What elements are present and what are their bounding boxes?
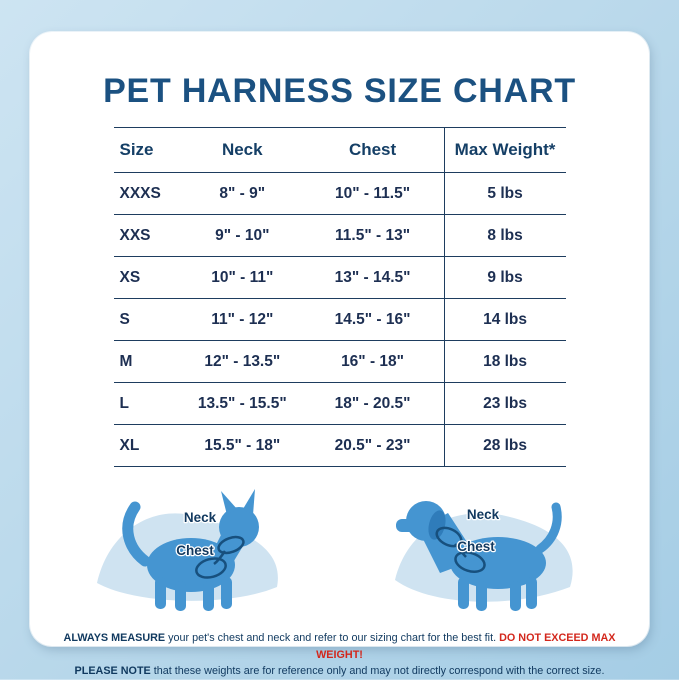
chest-cell: 13" - 14.5" bbox=[334, 268, 411, 286]
neck-cell: 11" - 12" bbox=[211, 310, 274, 328]
neck-cell: 8" - 9" bbox=[219, 184, 266, 202]
cat-neck-label: Neck bbox=[184, 510, 217, 525]
dog-harness-icon bbox=[435, 526, 486, 573]
chest-cell: 11.5" - 13" bbox=[335, 226, 411, 244]
header-chest: Chest bbox=[348, 140, 397, 159]
size-cell: XS bbox=[119, 268, 141, 286]
footnote-body-2: that these weights are for reference onl… bbox=[150, 665, 605, 678]
table-row: XXS 9" - 10" 11.5" - 13" 8 lbs bbox=[113, 214, 566, 257]
header-max-weight: Max Weight* bbox=[443, 127, 566, 173]
table-row: XL 15.5" - 18" 20.5" - 23" 28 lbs bbox=[113, 424, 566, 467]
table-row: S 11" - 12" 14.5" - 16" 14 lbs bbox=[113, 298, 566, 341]
size-chart-card: PET HARNESS SIZE CHART Size Neck Chest M… bbox=[30, 32, 649, 677]
table-row: M 12" - 13.5" 16" - 18" 18 lbs bbox=[113, 340, 566, 383]
cat-silhouette-icon: Neck Chest bbox=[97, 489, 278, 611]
footnote-lead-2: PLEASE NOTE bbox=[74, 665, 151, 678]
size-cell: XL bbox=[119, 436, 140, 454]
page-title: PET HARNESS SIZE CHART bbox=[103, 72, 576, 110]
chest-cell: 16" - 18" bbox=[341, 352, 405, 370]
max-weight-cell: 5 lbs bbox=[443, 172, 566, 215]
table-row: XXXS 8" - 9" 10" - 11.5" 5 lbs bbox=[113, 172, 566, 215]
cat-harness-icon bbox=[195, 535, 245, 579]
cat-chest-label: Chest bbox=[176, 543, 214, 558]
dog-chest-label: Chest bbox=[457, 539, 495, 554]
size-cell: XXS bbox=[119, 226, 151, 244]
dog-silhouette-icon: Neck Chest bbox=[395, 501, 573, 611]
max-weight-cell: 8 lbs bbox=[443, 214, 566, 257]
max-weight-cell: 14 lbs bbox=[443, 298, 566, 341]
table-row: XS 10" - 11" 13" - 14.5" 9 lbs bbox=[113, 256, 566, 299]
neck-cell: 9" - 10" bbox=[215, 226, 270, 244]
cat-illustration: Neck Chest bbox=[70, 475, 318, 620]
max-weight-cell: 18 lbs bbox=[443, 340, 566, 383]
measurement-diagrams: Neck Chest bbox=[56, 467, 623, 620]
neck-cell: 13.5" - 15.5" bbox=[197, 394, 287, 412]
neck-cell: 12" - 13.5" bbox=[204, 352, 281, 370]
size-cell: M bbox=[119, 352, 133, 370]
footnote: ALWAYS MEASURE your pet's chest and neck… bbox=[56, 630, 623, 680]
header-neck: Neck bbox=[221, 140, 263, 159]
size-cell: L bbox=[119, 394, 129, 412]
dog-neck-label: Neck bbox=[467, 507, 500, 522]
chest-cell: 18" - 20.5" bbox=[334, 394, 411, 412]
footnote-body-1: your pet's chest and neck and refer to o… bbox=[165, 632, 500, 644]
footnote-lead-1: ALWAYS MEASURE bbox=[63, 632, 166, 644]
chest-cell: 10" - 11.5" bbox=[335, 184, 411, 202]
size-table: Size Neck Chest Max Weight* XXXS 8" - 9"… bbox=[113, 127, 566, 467]
chest-cell: 14.5" - 16" bbox=[334, 310, 411, 328]
dog-illustration: Neck Chest bbox=[361, 475, 609, 620]
max-weight-cell: 9 lbs bbox=[443, 256, 566, 299]
footnote-warning: DO NOT EXCEED MAX WEIGHT! bbox=[316, 632, 616, 661]
size-cell: S bbox=[119, 310, 130, 328]
table-row: L 13.5" - 15.5" 18" - 20.5" 23 lbs bbox=[113, 382, 566, 425]
neck-cell: 10" - 11" bbox=[211, 268, 274, 286]
max-weight-cell: 23 lbs bbox=[443, 382, 566, 425]
header-size: Size bbox=[119, 140, 154, 159]
neck-cell: 15.5" - 18" bbox=[204, 436, 281, 454]
table-header-row: Size Neck Chest Max Weight* bbox=[113, 127, 566, 173]
max-weight-cell: 28 lbs bbox=[443, 424, 566, 467]
chest-cell: 20.5" - 23" bbox=[334, 436, 411, 454]
size-cell: XXXS bbox=[119, 184, 161, 202]
